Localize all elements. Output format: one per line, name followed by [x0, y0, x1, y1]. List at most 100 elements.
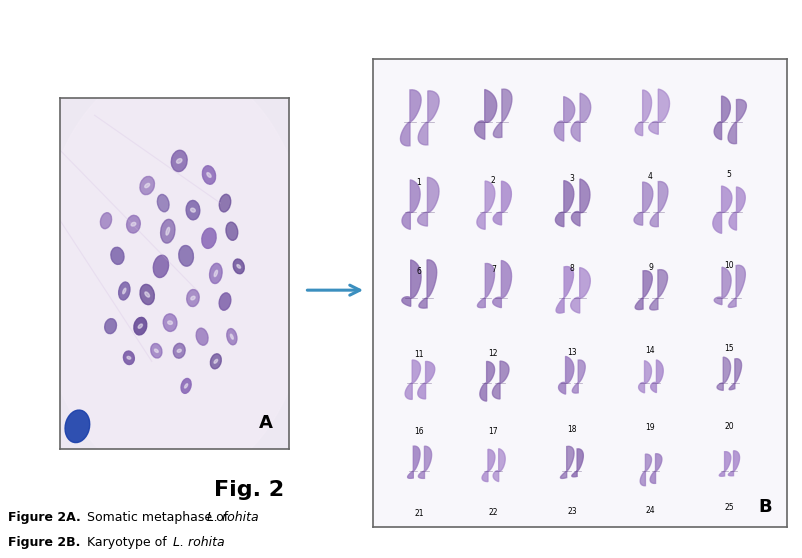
Ellipse shape [157, 194, 169, 212]
Ellipse shape [233, 259, 244, 274]
Ellipse shape [186, 200, 200, 220]
Ellipse shape [171, 150, 187, 172]
Text: 4: 4 [647, 172, 652, 181]
Polygon shape [571, 449, 582, 477]
Text: 14: 14 [645, 346, 654, 355]
Polygon shape [492, 449, 504, 482]
Polygon shape [634, 182, 652, 225]
Ellipse shape [214, 359, 217, 363]
Text: 12: 12 [488, 349, 497, 358]
Polygon shape [713, 96, 730, 140]
Polygon shape [401, 260, 420, 306]
Polygon shape [713, 267, 730, 305]
Ellipse shape [176, 158, 182, 163]
Text: A: A [259, 413, 273, 432]
Polygon shape [727, 265, 744, 307]
Text: Fig. 2: Fig. 2 [213, 480, 284, 500]
Ellipse shape [177, 349, 181, 352]
Text: 7: 7 [490, 264, 495, 274]
Polygon shape [650, 181, 667, 227]
Polygon shape [570, 93, 590, 142]
Text: 3: 3 [569, 174, 573, 183]
Ellipse shape [144, 184, 149, 187]
Ellipse shape [173, 343, 185, 358]
Ellipse shape [131, 222, 136, 226]
Ellipse shape [190, 208, 195, 212]
Polygon shape [400, 90, 420, 146]
Polygon shape [474, 89, 496, 140]
Ellipse shape [160, 219, 175, 243]
Text: 16: 16 [414, 427, 423, 436]
Polygon shape [492, 261, 511, 307]
Text: L. rohita: L. rohita [173, 536, 225, 549]
Polygon shape [571, 179, 589, 226]
Text: Figure 2A.: Figure 2A. [8, 511, 81, 523]
Ellipse shape [37, 62, 311, 484]
Ellipse shape [207, 172, 211, 177]
Polygon shape [716, 357, 730, 391]
Ellipse shape [151, 344, 162, 358]
Polygon shape [404, 360, 420, 400]
Ellipse shape [127, 215, 140, 233]
Text: 6: 6 [416, 267, 421, 276]
Polygon shape [649, 270, 666, 310]
Ellipse shape [153, 255, 168, 277]
Polygon shape [417, 177, 439, 226]
Ellipse shape [219, 293, 230, 310]
Polygon shape [650, 454, 661, 483]
Ellipse shape [209, 263, 222, 283]
Polygon shape [555, 267, 573, 313]
Polygon shape [728, 187, 744, 230]
Text: 24: 24 [645, 506, 654, 515]
Polygon shape [634, 271, 651, 310]
Text: 21: 21 [414, 509, 423, 518]
Polygon shape [418, 91, 439, 145]
Polygon shape [719, 451, 730, 477]
Ellipse shape [166, 227, 169, 235]
Ellipse shape [225, 222, 237, 240]
Ellipse shape [104, 319, 116, 334]
Polygon shape [727, 451, 739, 476]
Polygon shape [492, 361, 508, 399]
Text: 11: 11 [414, 350, 423, 359]
Polygon shape [560, 446, 573, 478]
Text: 17: 17 [488, 427, 497, 436]
Text: 15: 15 [723, 344, 733, 353]
Ellipse shape [138, 324, 142, 328]
Polygon shape [419, 260, 436, 308]
Ellipse shape [127, 357, 131, 359]
Ellipse shape [179, 246, 193, 266]
Polygon shape [712, 186, 731, 233]
Polygon shape [480, 362, 494, 401]
Text: 10: 10 [723, 261, 733, 270]
Polygon shape [481, 449, 494, 482]
Ellipse shape [123, 288, 126, 294]
Text: 25: 25 [723, 503, 733, 512]
Polygon shape [727, 99, 746, 144]
Text: 13: 13 [566, 348, 576, 357]
Ellipse shape [201, 228, 216, 248]
Text: Somatic metaphase of: Somatic metaphase of [83, 511, 232, 523]
Text: B: B [758, 498, 772, 516]
Ellipse shape [196, 328, 208, 345]
Text: 8: 8 [569, 264, 573, 273]
Text: 22: 22 [488, 508, 497, 517]
Polygon shape [648, 89, 669, 134]
Text: 9: 9 [647, 263, 652, 272]
Text: Karyotype of: Karyotype of [83, 536, 170, 549]
Ellipse shape [230, 334, 233, 339]
Ellipse shape [191, 296, 195, 300]
Ellipse shape [144, 292, 149, 297]
Text: 1: 1 [416, 179, 421, 187]
Ellipse shape [184, 384, 188, 388]
Ellipse shape [163, 314, 176, 331]
Text: 2: 2 [490, 176, 495, 185]
Polygon shape [650, 360, 662, 393]
Polygon shape [638, 360, 650, 393]
Ellipse shape [111, 247, 124, 264]
Polygon shape [728, 359, 740, 389]
Ellipse shape [65, 410, 90, 442]
Polygon shape [570, 267, 589, 313]
Polygon shape [476, 181, 494, 229]
Ellipse shape [134, 318, 147, 335]
